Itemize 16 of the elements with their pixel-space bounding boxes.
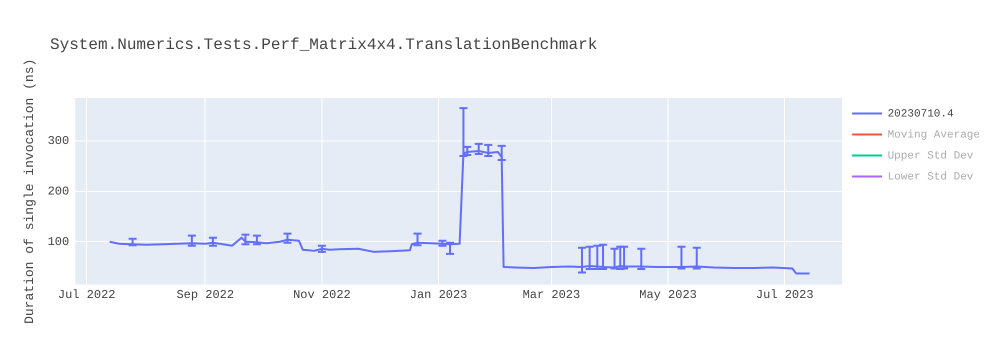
- y-axis-title: Duration of single invocation (ns): [22, 58, 38, 324]
- y-tick-label: 300: [48, 134, 70, 148]
- legend-label: 20230710.4: [888, 108, 954, 120]
- chart-title: System.Numerics.Tests.Perf_Matrix4x4.TranslationBenchmark: [50, 36, 598, 54]
- y-tick-label: 100: [48, 234, 70, 249]
- legend-label: Moving Average: [888, 129, 980, 142]
- x-tick-label: Jul 2023: [756, 288, 814, 302]
- x-tick-label: Jul 2022: [58, 288, 116, 302]
- legend-label: Lower Std Dev: [888, 171, 974, 184]
- x-tick-label: Mar 2023: [522, 288, 580, 302]
- x-tick-label: Sep 2022: [176, 288, 234, 302]
- x-tick-label: May 2023: [639, 288, 697, 302]
- x-tick-label: Jan 2023: [410, 288, 468, 302]
- legend-label: Upper Std Dev: [888, 150, 974, 162]
- x-tick-label: Nov 2022: [293, 288, 351, 302]
- y-tick-label: 200: [48, 184, 70, 198]
